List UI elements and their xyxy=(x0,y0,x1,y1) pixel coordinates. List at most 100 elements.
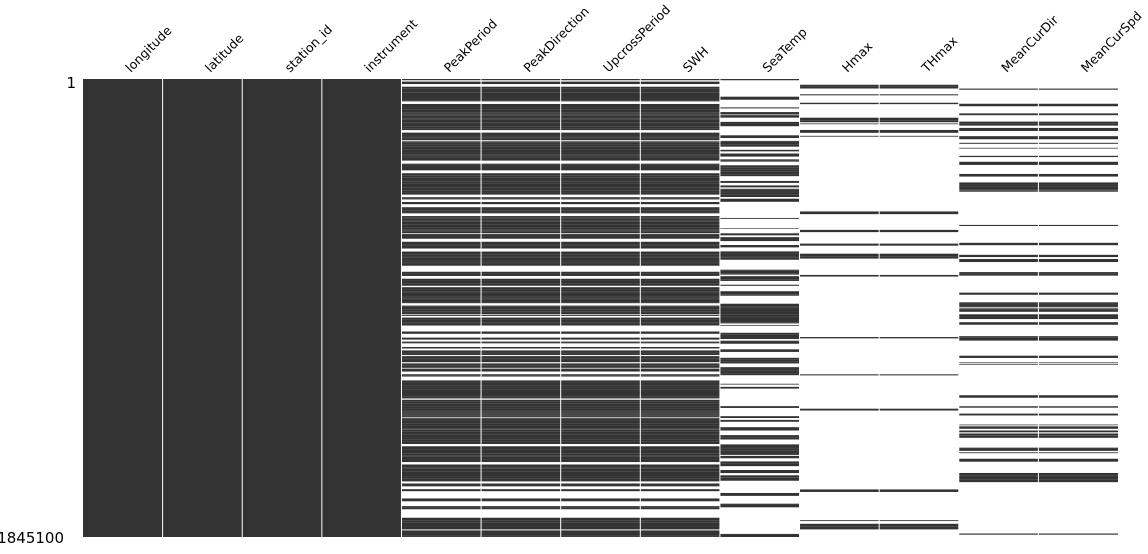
present-band xyxy=(481,138,561,141)
present-band xyxy=(719,180,800,183)
present-band xyxy=(481,401,561,404)
present-band xyxy=(640,394,720,397)
present-band xyxy=(719,437,800,440)
present-band xyxy=(560,380,641,382)
column-swh xyxy=(640,79,720,537)
present-band xyxy=(560,164,641,167)
present-band xyxy=(879,520,959,522)
present-band xyxy=(1038,355,1118,358)
present-band xyxy=(481,498,561,502)
present-band xyxy=(481,299,561,303)
present-band xyxy=(640,429,720,432)
present-band xyxy=(481,456,561,460)
present-band xyxy=(401,245,482,249)
present-band xyxy=(879,129,959,133)
present-band xyxy=(640,536,720,537)
present-band xyxy=(481,187,561,188)
present-band xyxy=(719,492,800,496)
present-band xyxy=(401,236,482,239)
present-band xyxy=(958,336,1039,338)
present-band xyxy=(560,220,641,222)
present-band xyxy=(799,523,880,527)
present-band xyxy=(1038,272,1118,274)
present-band xyxy=(640,385,720,388)
present-band xyxy=(560,489,641,492)
column-label: SeaTemp xyxy=(759,24,810,75)
present-band xyxy=(401,423,482,426)
present-band xyxy=(640,154,720,156)
present-band xyxy=(640,90,720,93)
present-band xyxy=(401,229,482,231)
present-band xyxy=(1038,447,1118,449)
present-band xyxy=(640,218,720,221)
present-band xyxy=(481,208,561,211)
present-band xyxy=(560,302,641,304)
present-band xyxy=(560,187,641,188)
present-band xyxy=(560,314,641,316)
present-band xyxy=(1038,182,1118,185)
present-band xyxy=(640,224,720,228)
present-band xyxy=(481,92,561,96)
present-band xyxy=(481,114,561,116)
present-band xyxy=(481,260,561,263)
present-band xyxy=(481,136,561,138)
present-band xyxy=(560,221,641,225)
present-band xyxy=(640,296,720,298)
present-band xyxy=(560,156,641,158)
present-band xyxy=(1038,357,1118,359)
present-band xyxy=(560,317,641,320)
present-band xyxy=(481,311,561,313)
present-band xyxy=(481,368,561,372)
present-band xyxy=(560,337,641,340)
present-band xyxy=(560,453,641,456)
present-band xyxy=(401,79,482,81)
present-band xyxy=(401,450,482,454)
present-band xyxy=(401,353,482,356)
present-band xyxy=(401,412,482,414)
present-band xyxy=(640,446,720,450)
present-band xyxy=(640,155,720,157)
present-band xyxy=(401,358,482,360)
present-band xyxy=(481,229,561,231)
present-band xyxy=(719,349,800,352)
column-upcrossperiod xyxy=(560,79,641,537)
present-band xyxy=(958,426,1039,429)
present-band xyxy=(481,135,561,137)
present-band xyxy=(560,234,641,237)
present-band xyxy=(719,123,800,127)
present-band xyxy=(481,221,561,225)
present-band xyxy=(640,236,720,239)
present-band xyxy=(481,212,561,214)
present-band xyxy=(481,198,561,200)
present-band xyxy=(401,408,482,411)
present-band xyxy=(401,365,482,368)
present-band xyxy=(560,459,641,463)
present-band xyxy=(958,88,1039,90)
present-band xyxy=(481,530,561,533)
present-band xyxy=(481,356,561,359)
present-band xyxy=(481,382,561,386)
present-band xyxy=(401,263,482,266)
present-band xyxy=(640,471,720,475)
present-band xyxy=(481,420,561,424)
present-band xyxy=(958,142,1039,144)
present-band xyxy=(481,100,561,102)
present-band xyxy=(560,375,641,377)
present-band xyxy=(83,79,163,537)
present-band xyxy=(719,198,800,202)
present-band xyxy=(401,278,482,281)
present-band xyxy=(401,181,482,184)
present-band xyxy=(640,190,720,193)
present-band xyxy=(560,412,641,414)
present-band xyxy=(401,210,482,213)
present-band xyxy=(719,470,800,474)
present-band xyxy=(481,168,561,171)
present-band xyxy=(719,534,800,537)
present-band xyxy=(560,141,641,143)
present-band xyxy=(640,413,720,415)
present-band xyxy=(401,429,482,432)
present-band xyxy=(640,382,720,386)
present-band xyxy=(560,374,641,376)
present-band xyxy=(560,429,641,432)
present-band xyxy=(719,420,800,422)
